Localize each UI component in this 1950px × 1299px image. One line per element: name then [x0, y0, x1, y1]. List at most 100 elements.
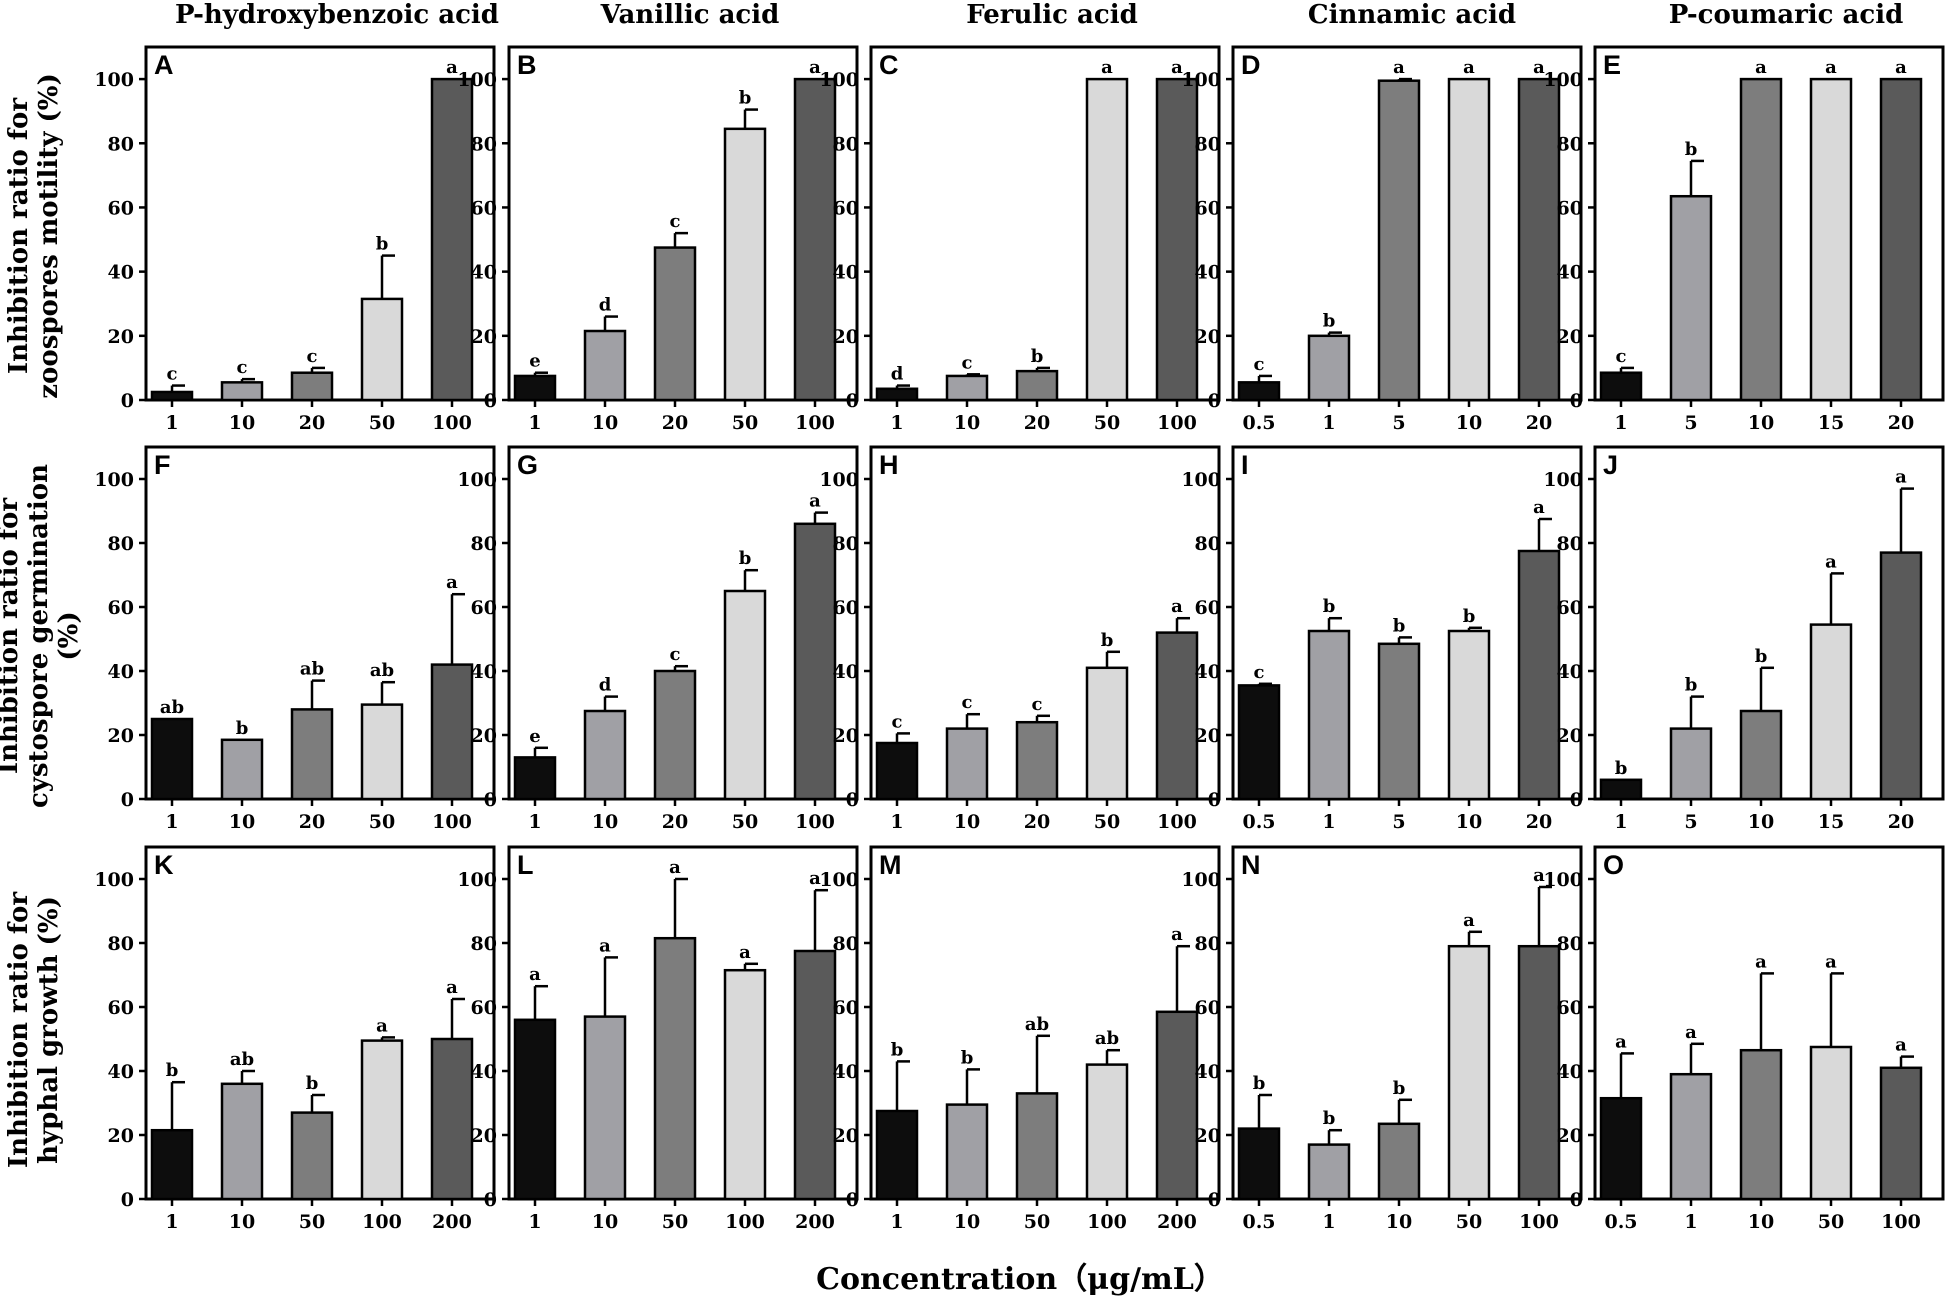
- row-label-2: Inhibition ratio for cystospore germinat…: [0, 464, 84, 808]
- panel-d-ytick-label: 80: [1195, 133, 1221, 155]
- panel-l-ytick-label: 20: [471, 1125, 497, 1147]
- panel-a-ytick-label: 100: [94, 69, 134, 91]
- panel-f-bar: [150, 717, 194, 801]
- panel-k-bar: [360, 1039, 404, 1201]
- panel-i-bar: [1447, 629, 1491, 801]
- panel-m-xtick-label: 10: [954, 1211, 980, 1233]
- panel-e-xtick-label: 10: [1748, 412, 1774, 434]
- column-title-3: Ferulic acid: [966, 0, 1138, 30]
- panel-i-significance-letter: c: [1254, 662, 1265, 683]
- panel-k-bar: [220, 1082, 264, 1201]
- panel-g-xtick-label: 100: [795, 811, 835, 833]
- panel-d-significance-letter: b: [1323, 311, 1336, 332]
- panel-m-ytick-label: 20: [833, 1125, 859, 1147]
- panel-e-bar: [1739, 77, 1783, 402]
- panel-g-ytick-label: 20: [471, 725, 497, 747]
- panel-f-significance-letter: ab: [160, 697, 184, 718]
- panel-e-ytick-label: 20: [1557, 326, 1583, 348]
- panel-c-xtick-label: 20: [1024, 412, 1050, 434]
- panel-l-letter: L: [517, 850, 534, 880]
- panel-a-letter: A: [154, 50, 174, 80]
- panel-m-xtick-label: 1: [890, 1211, 903, 1233]
- panel-e-ytick-label: 0: [1570, 390, 1583, 412]
- panel-e-xtick-label: 15: [1818, 412, 1844, 434]
- panels: A020406080100c1c10c20b50a100B02040608010…: [94, 45, 1945, 1233]
- row-label-2-line-3: (%): [54, 611, 84, 660]
- row-label-3-line-2: hyphal growth (%): [34, 896, 64, 1164]
- panel-h-ytick-label: 80: [833, 533, 859, 555]
- panel-g-significance-letter: e: [529, 726, 540, 747]
- panel-a-bar: [220, 381, 264, 402]
- panel-b-significance-letter: e: [529, 351, 540, 372]
- panel-c-xtick-label: 50: [1094, 412, 1120, 434]
- panel-a-xtick-label: 50: [369, 412, 395, 434]
- panel-d-significance-letter: c: [1254, 354, 1265, 375]
- panel-h-xtick-label: 1: [890, 811, 903, 833]
- panel-l-ytick-label: 60: [471, 997, 497, 1019]
- panel-c-ytick-label: 0: [846, 390, 859, 412]
- panel-b-xtick-label: 1: [528, 412, 541, 434]
- panel-n-bar: [1517, 944, 1561, 1201]
- panel-a-xtick-label: 100: [432, 412, 472, 434]
- panel-g-bar: [793, 522, 837, 801]
- panel-c-bar: [1015, 369, 1059, 402]
- panel-h-ytick-label: 60: [833, 597, 859, 619]
- panel-g-significance-letter: c: [670, 644, 681, 665]
- panel-b-bar: [793, 77, 837, 402]
- panel-h-xtick-label: 50: [1094, 811, 1120, 833]
- panel-o-ytick-label: 80: [1557, 933, 1583, 955]
- panel-d-xtick-label: 20: [1526, 412, 1552, 434]
- panel-c-ytick-label: 20: [833, 326, 859, 348]
- panel-m-bar: [945, 1103, 989, 1201]
- panel-n-bar: [1307, 1143, 1351, 1201]
- panel-o-ytick-label: 20: [1557, 1125, 1583, 1147]
- panel-e-bar: [1669, 194, 1713, 402]
- panel-n-xtick-label: 100: [1519, 1211, 1559, 1233]
- panel-j-significance-letter: a: [1895, 467, 1907, 488]
- panel-a-ytick-label: 0: [121, 390, 134, 412]
- panel-d-ytick-label: 0: [1208, 390, 1221, 412]
- panel-e-significance-letter: c: [1616, 346, 1627, 367]
- panel-n-significance-letter: b: [1323, 1108, 1336, 1129]
- panel-l-xtick-label: 1: [528, 1211, 541, 1233]
- panel-o-ytick-label: 100: [1543, 869, 1583, 891]
- panel-e-xtick-label: 20: [1888, 412, 1914, 434]
- panel-g-bar: [583, 709, 627, 801]
- panel-b-xtick-label: 50: [732, 412, 758, 434]
- panel-n-significance-letter: a: [1463, 910, 1475, 931]
- panel-e-significance-letter: a: [1755, 57, 1767, 78]
- column-title-1: P-hydroxybenzoic acid: [175, 0, 499, 30]
- panel-o-ytick-label: 60: [1557, 997, 1583, 1019]
- panel-i-bar: [1307, 629, 1351, 801]
- panel-j-xtick-label: 5: [1684, 811, 1697, 833]
- panel-e-significance-letter: b: [1685, 139, 1698, 160]
- panel-h-xtick-label: 100: [1157, 811, 1197, 833]
- panel-f-xtick-label: 10: [229, 811, 255, 833]
- panel-n-ytick-label: 100: [1181, 869, 1221, 891]
- panel-h-ytick-label: 20: [833, 725, 859, 747]
- panel-k-significance-letter: a: [446, 977, 458, 998]
- panel-b-ytick-label: 60: [471, 197, 497, 219]
- panel-f-bar: [430, 663, 474, 801]
- panel-o-significance-letter: a: [1825, 951, 1837, 972]
- panel-h-letter: H: [879, 450, 899, 480]
- panel-k-ytick-label: 40: [108, 1061, 134, 1083]
- panel-h-ytick-label: 100: [819, 469, 859, 491]
- panel-e: E 0 20 40 60 80 100 c 1 b 5 a 10 a 15 a 20: [1543, 45, 1945, 434]
- panel-k-significance-letter: b: [306, 1073, 319, 1094]
- panel-i: I 0 20 40 60 80 100 c 0.5 b 1 b 5 b 10 a 20: [1181, 445, 1583, 833]
- panel-d: D 0 20 40 60 80 100 c 0.5 b 1 a 5 a 10 a 20: [1181, 45, 1583, 434]
- panel-b-significance-letter: a: [809, 57, 821, 78]
- panel-j-xtick-label: 10: [1748, 811, 1774, 833]
- panel-l-bar: [513, 1018, 557, 1201]
- panel-d-bar: [1237, 381, 1281, 402]
- panel-n-significance-letter: a: [1533, 865, 1545, 886]
- row-label-3-line-1: Inhibition ratio for: [4, 892, 34, 1168]
- panel-n-xtick-label: 50: [1456, 1211, 1482, 1233]
- panel-i-ytick-label: 100: [1181, 469, 1221, 491]
- panel-m-significance-letter: a: [1171, 924, 1183, 945]
